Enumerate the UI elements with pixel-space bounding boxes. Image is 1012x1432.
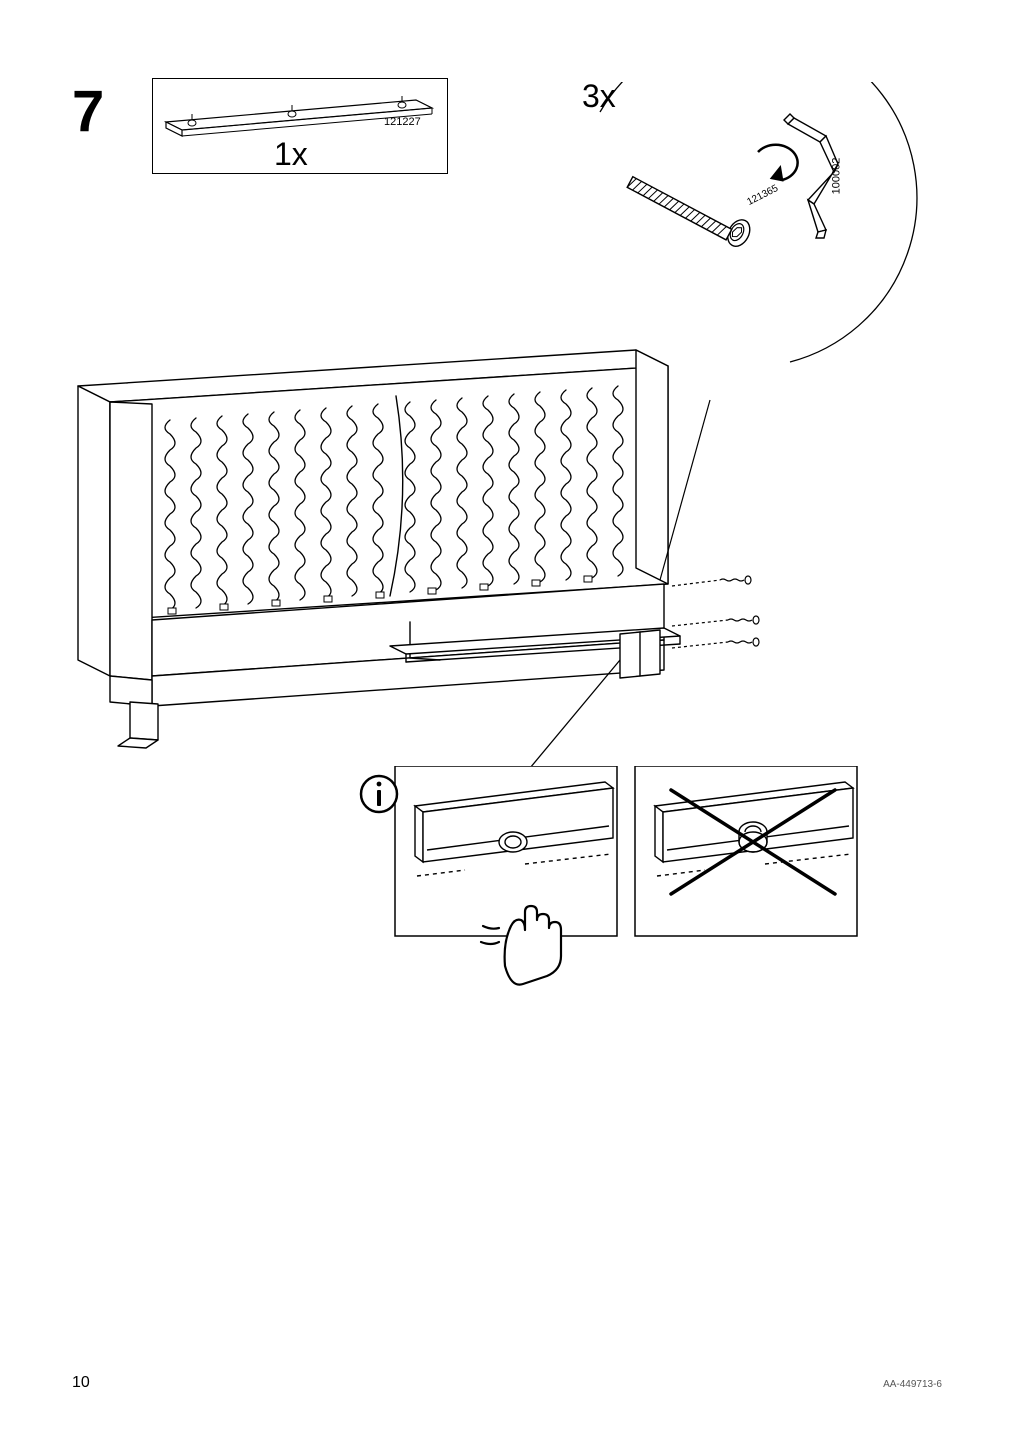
- hardware-quantity: 3x: [582, 78, 616, 115]
- info-svg: [355, 766, 905, 1006]
- main-assembly-illustration: [60, 340, 880, 840]
- part-rail-box: 1x 121227: [152, 78, 448, 174]
- rail-part-id: 121227: [384, 116, 421, 128]
- rail-quantity: 1x: [274, 136, 308, 173]
- step-number: 7: [72, 78, 104, 145]
- hardware-callout: 3x 121365 100002: [550, 82, 950, 382]
- allen-key-part-id: 100002: [830, 158, 842, 195]
- info-icon: [361, 776, 397, 812]
- instruction-page: 7 1x 121227: [0, 0, 1012, 1432]
- page-number: 10: [72, 1374, 90, 1392]
- hardware-svg: [550, 82, 950, 382]
- document-code: AA-449713-6: [883, 1379, 942, 1390]
- sofa-frame-svg: [60, 340, 880, 840]
- orientation-info-panels: [355, 766, 905, 1006]
